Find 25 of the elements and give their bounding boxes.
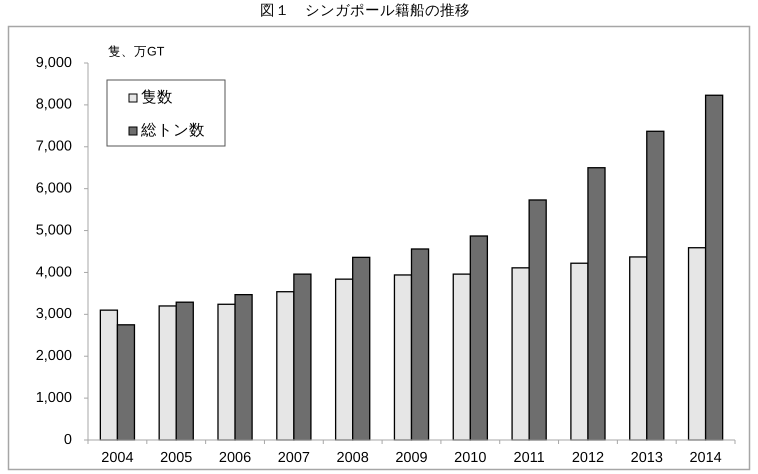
y-tick-label: 8,000 (36, 96, 72, 113)
x-tick-label: 2007 (278, 450, 310, 466)
x-tick-label: 2013 (630, 450, 663, 466)
x-tick-label: 2006 (218, 450, 252, 466)
legend-label: 総トン数 (140, 122, 205, 140)
y-tick-label: 4,000 (36, 264, 72, 280)
chart-title: 図１ シンガポール籍船の推移 (260, 2, 470, 19)
y-tick-label: 9,000 (36, 54, 72, 71)
y-tick-label: 2,000 (36, 348, 72, 364)
x-tick-label: 2008 (336, 450, 369, 466)
legend-label: 隻数 (141, 88, 173, 106)
y-tick-label: 5,000 (36, 222, 72, 238)
y-tick-label: 1,000 (36, 390, 72, 406)
x-tick-label: 2012 (572, 450, 604, 466)
x-tick-label: 2014 (689, 450, 722, 466)
x-tick-label: 2010 (454, 450, 486, 466)
y-tick-label: 3,000 (36, 306, 72, 322)
x-tick-label: 2005 (160, 450, 192, 466)
y-tick-label: 6,000 (36, 180, 72, 196)
y-tick-label: 0 (64, 432, 72, 448)
y-tick-label: 7,000 (36, 138, 72, 155)
x-tick-label: 2009 (395, 450, 428, 466)
y-axis-title: 隻、万GT (108, 44, 165, 58)
x-tick-label: 2004 (101, 450, 134, 466)
x-tick-label: 2011 (514, 450, 545, 466)
